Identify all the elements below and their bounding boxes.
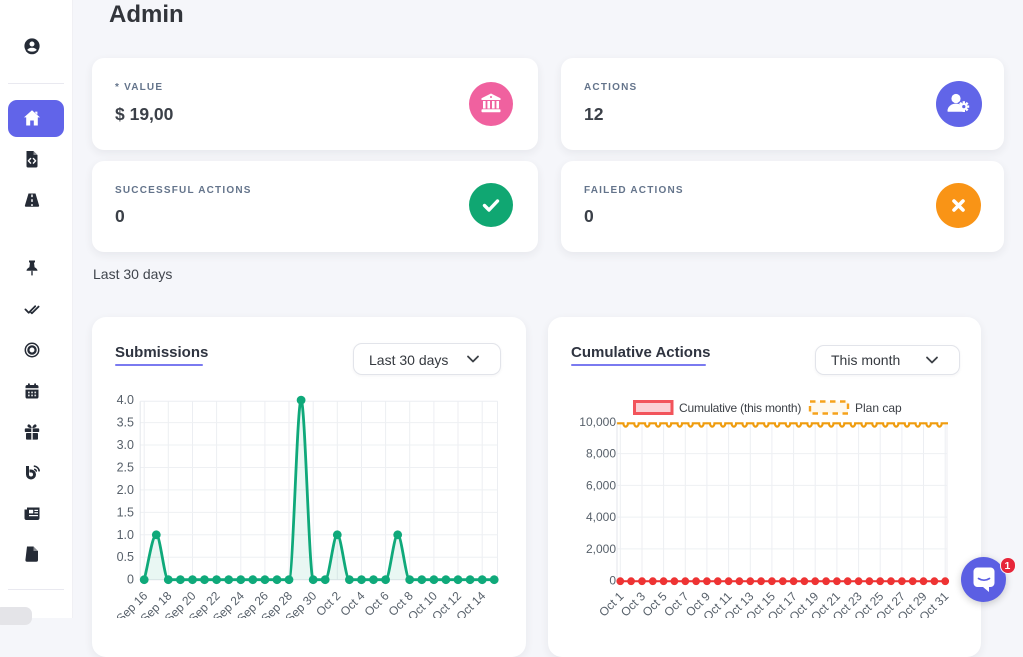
svg-text:6,000: 6,000	[586, 478, 616, 492]
svg-text:2.0: 2.0	[117, 483, 134, 497]
svg-text:2.5: 2.5	[117, 461, 134, 475]
svg-text:4,000: 4,000	[586, 510, 616, 524]
svg-text:2,000: 2,000	[586, 542, 616, 556]
svg-text:0: 0	[609, 574, 616, 588]
svg-text:Oct 6: Oct 6	[362, 588, 392, 618]
svg-text:Oct 4: Oct 4	[337, 588, 367, 618]
svg-text:8,000: 8,000	[586, 447, 616, 461]
svg-text:0.5: 0.5	[117, 550, 134, 564]
svg-text:Plan cap: Plan cap	[855, 401, 902, 415]
svg-text:10,000: 10,000	[579, 415, 616, 429]
svg-text:3.5: 3.5	[117, 416, 134, 430]
svg-text:3.0: 3.0	[117, 438, 134, 452]
svg-text:4.0: 4.0	[117, 393, 134, 407]
svg-text:Oct 2: Oct 2	[313, 588, 343, 618]
svg-text:1.0: 1.0	[117, 528, 134, 542]
svg-text:1.5: 1.5	[117, 505, 134, 519]
svg-text:Cumulative (this month): Cumulative (this month)	[679, 401, 801, 415]
svg-text:0: 0	[127, 573, 134, 587]
